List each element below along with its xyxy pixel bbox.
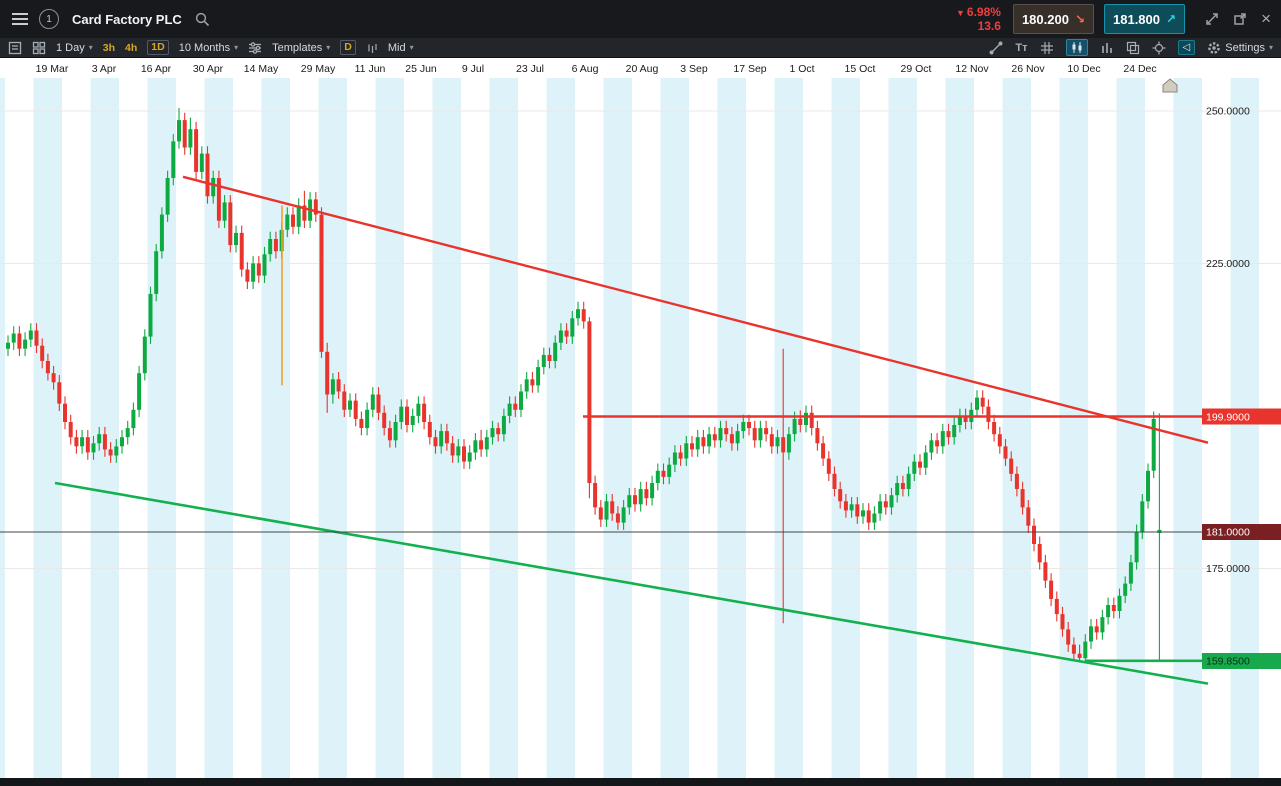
trendlines-layer[interactable] (54, 175, 1210, 685)
text-tool-icon[interactable]: Tт (1015, 41, 1028, 54)
svg-text:29 Oct: 29 Oct (901, 63, 932, 75)
svg-text:29 May: 29 May (301, 63, 336, 75)
trendline-descending-resistance[interactable] (182, 175, 1209, 444)
period-value: 1 Day (56, 41, 85, 54)
price-chart[interactable]: 19 Mar 3 Apr 16 Apr 30 Apr 14 May 29 May 11 Ju… (0, 58, 1281, 786)
sell-arrow-icon: ↘ (1074, 12, 1085, 26)
chevron-down-icon: ▾ (88, 43, 93, 52)
svg-text:16 Apr: 16 Apr (141, 63, 172, 75)
close-icon[interactable]: × (1261, 9, 1271, 28)
chart-toolbar: 1 Day ▾ 3h 4h 1D 10 Months ▾ Templates ▾… (0, 38, 1281, 58)
chevron-down-icon: ▾ (409, 43, 414, 52)
range-dropdown[interactable]: 10 Months ▾ (179, 42, 238, 54)
crosshair-icon[interactable] (1152, 41, 1166, 55)
svg-text:9 Jul: 9 Jul (462, 63, 484, 75)
buy-arrow-icon: ↗ (1166, 12, 1177, 26)
window-controls: × (1205, 9, 1271, 28)
svg-text:6 Aug: 6 Aug (572, 63, 599, 75)
svg-text:181.0000: 181.0000 (1206, 527, 1250, 539)
candlestick-style-button[interactable] (1065, 39, 1088, 56)
grid-toggle-icon[interactable] (1040, 41, 1054, 55)
price-axis: 250.0000 225.0000 175.0000 (1206, 105, 1250, 575)
watchlist-icon[interactable] (8, 41, 22, 55)
indicators-sliders-icon[interactable] (248, 41, 262, 55)
svg-text:23 Jul: 23 Jul (516, 63, 544, 75)
layout-grid-icon[interactable] (32, 41, 46, 55)
range-value: 10 Months (178, 41, 231, 54)
chevron-down-icon: ▾ (234, 43, 239, 52)
price-type-value: Mid (387, 41, 406, 54)
gridlines-layer (0, 110, 1281, 569)
scroll-marker-icon[interactable] (1162, 78, 1178, 93)
svg-text:30 Apr: 30 Apr (193, 63, 224, 75)
trendline-tool-icon[interactable] (989, 41, 1003, 55)
svg-text:20 Aug: 20 Aug (626, 63, 659, 75)
templates-dropdown[interactable]: Templates ▾ (272, 42, 330, 54)
trendline-descending-support[interactable] (54, 481, 1209, 685)
settings-dropdown[interactable]: Settings ▾ (1207, 41, 1273, 55)
chevron-down-icon: ▾ (1268, 43, 1273, 52)
popout-icon[interactable] (1233, 12, 1247, 26)
chart-link-badge[interactable]: 1 (39, 9, 59, 29)
toolbar-right-group: Tт ◁ Settings ▾ (989, 39, 1273, 56)
sell-price-button[interactable]: 180.200 ↘ (1012, 4, 1094, 34)
chart-area[interactable]: 19 Mar 3 Apr 16 Apr 30 Apr 14 May 29 May 11 Ju… (0, 58, 1281, 786)
svg-text:24 Dec: 24 Dec (1123, 63, 1156, 75)
multi-chart-icon[interactable] (1126, 41, 1140, 55)
svg-text:11 Jun: 11 Jun (355, 63, 386, 75)
buy-price-value: 181.800 (1113, 11, 1160, 27)
svg-text:14 May: 14 May (244, 63, 279, 75)
svg-text:26 Nov: 26 Nov (1011, 63, 1045, 75)
gear-icon (1207, 41, 1221, 55)
search-icon[interactable] (195, 12, 210, 27)
svg-text:25 Jun: 25 Jun (405, 63, 437, 75)
templates-label: Templates (272, 41, 323, 54)
hamburger-icon (10, 11, 30, 27)
change-percent: 6.98% (966, 4, 1001, 19)
price-change: ▼ 6.98% 13.6 (955, 4, 1001, 33)
price-type-dropdown[interactable]: Mid ▾ (388, 42, 414, 54)
candles-layer (6, 107, 1162, 661)
svg-text:225.0000: 225.0000 (1206, 258, 1250, 270)
chart-link-number: 1 (46, 13, 52, 25)
price-labels-layer: 199.9000 181.0000 159.8500 (1202, 408, 1281, 669)
triangle-down-icon: ▼ (955, 7, 965, 18)
svg-text:17 Sep: 17 Sep (733, 63, 766, 75)
resize-icon[interactable] (1205, 12, 1219, 26)
svg-text:3 Sep: 3 Sep (680, 63, 708, 75)
svg-text:19 Mar: 19 Mar (36, 63, 69, 75)
menu-button[interactable] (10, 11, 30, 27)
interval-3h-button[interactable]: 3h (102, 41, 116, 54)
price-type-icon (366, 42, 378, 54)
buy-price-button[interactable]: 181.800 ↗ (1104, 4, 1186, 34)
collapsed-timeline-bar[interactable] (0, 778, 1281, 786)
granularity-badge[interactable]: D (340, 40, 356, 55)
svg-text:12 Nov: 12 Nov (955, 63, 989, 75)
interval-4h-button[interactable]: 4h (125, 41, 138, 54)
svg-text:10 Dec: 10 Dec (1067, 63, 1100, 75)
window-header: 1 Card Factory PLC ▼ 6.98% 13.6 180.200 ↘… (0, 0, 1281, 38)
settings-label: Settings (1225, 41, 1265, 54)
chevron-down-icon: ▾ (326, 43, 331, 52)
sell-price-value: 180.200 (1021, 11, 1069, 27)
svg-text:175.0000: 175.0000 (1206, 563, 1250, 575)
week-bands-layer (0, 78, 1260, 780)
change-points: 13.6 (977, 18, 1001, 33)
instrument-title: Card Factory PLC (72, 11, 182, 27)
svg-text:3 Apr: 3 Apr (92, 63, 117, 75)
panel-toggle-button[interactable]: ◁ (1177, 40, 1196, 55)
svg-text:199.9000: 199.9000 (1206, 411, 1250, 423)
period-dropdown[interactable]: 1 Day ▾ (56, 42, 93, 54)
svg-text:15 Oct: 15 Oct (845, 63, 876, 75)
bar-chart-style-icon[interactable] (1100, 41, 1114, 54)
svg-text:1 Oct: 1 Oct (789, 63, 814, 75)
svg-text:250.0000: 250.0000 (1206, 105, 1250, 117)
date-axis: 19 Mar 3 Apr 16 Apr 30 Apr 14 May 29 May 11 Ju… (36, 63, 1157, 75)
interval-1d-button[interactable]: 1D (147, 40, 169, 55)
svg-text:159.8500: 159.8500 (1206, 656, 1250, 668)
